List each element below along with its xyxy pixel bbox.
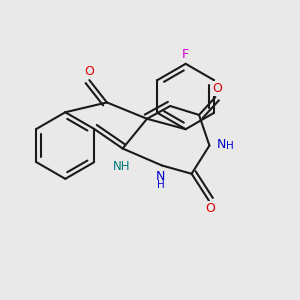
Text: NH: NH bbox=[112, 160, 130, 173]
Text: H: H bbox=[226, 141, 233, 152]
Text: F: F bbox=[182, 48, 189, 62]
Text: O: O bbox=[212, 82, 222, 95]
Text: O: O bbox=[84, 65, 94, 78]
Text: N: N bbox=[156, 170, 165, 183]
Text: N: N bbox=[217, 138, 226, 151]
Text: H: H bbox=[157, 180, 164, 190]
Text: O: O bbox=[206, 202, 215, 215]
